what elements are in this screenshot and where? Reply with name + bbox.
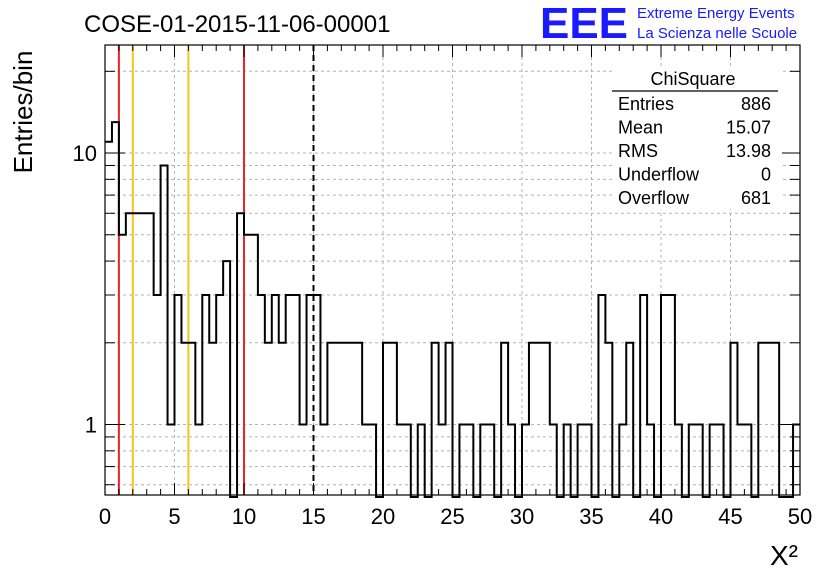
stats-label: Mean	[618, 118, 663, 138]
stats-rows: Entries 886 Mean 15.07 RMS 13.98 Underflow 0 Ove…	[618, 94, 771, 208]
x-tick-label: 35	[579, 504, 603, 529]
x-tick-label: 5	[168, 504, 180, 529]
logo-line-2: La Scienza nelle Scuole	[637, 25, 797, 42]
stats-label: Entries	[618, 94, 674, 114]
axes: 0 5 10 15 20 25 30 35 40 45 50 1 10	[73, 45, 812, 529]
stats-value: 0	[761, 165, 771, 185]
stats-value: 886	[741, 94, 771, 114]
y-tick-label: 1	[85, 413, 97, 438]
stats-label: Overflow	[618, 188, 690, 208]
stats-header: ChiSquare	[650, 69, 735, 89]
y-tick-label: 10	[73, 141, 97, 166]
eee-logo: EEE Extreme Energy Events La Scienza nel…	[540, 0, 797, 48]
logo-mark: EEE	[540, 0, 628, 48]
x-tick-label: 0	[99, 504, 111, 529]
x-tick-label: 25	[440, 504, 464, 529]
y-axis-label: Entries/bin	[8, 51, 38, 174]
stats-value: 681	[741, 188, 771, 208]
stats-box: ChiSquare Entries 886 Mean 15.07 RMS 13.98 Und…	[612, 66, 782, 209]
x-tick-label: 45	[718, 504, 742, 529]
stats-label: RMS	[618, 141, 658, 161]
stats-value: 13.98	[726, 141, 771, 161]
x-tick-label: 30	[510, 504, 534, 529]
x-tick-label: 50	[788, 504, 812, 529]
histogram-line	[105, 121, 800, 498]
x-axis-label: X²	[770, 540, 798, 571]
x-tick-label: 40	[649, 504, 673, 529]
logo-line-1: Extreme Energy Events	[637, 5, 795, 22]
reference-lines	[117, 45, 315, 495]
stats-label: Underflow	[618, 165, 700, 185]
x-tick-label: 15	[301, 504, 325, 529]
x-tick-label: 10	[232, 504, 256, 529]
stats-value: 15.07	[726, 118, 771, 138]
x-tick-label: 20	[371, 504, 395, 529]
chart-title: COSE-01-2015-11-06-00001	[84, 11, 390, 38]
